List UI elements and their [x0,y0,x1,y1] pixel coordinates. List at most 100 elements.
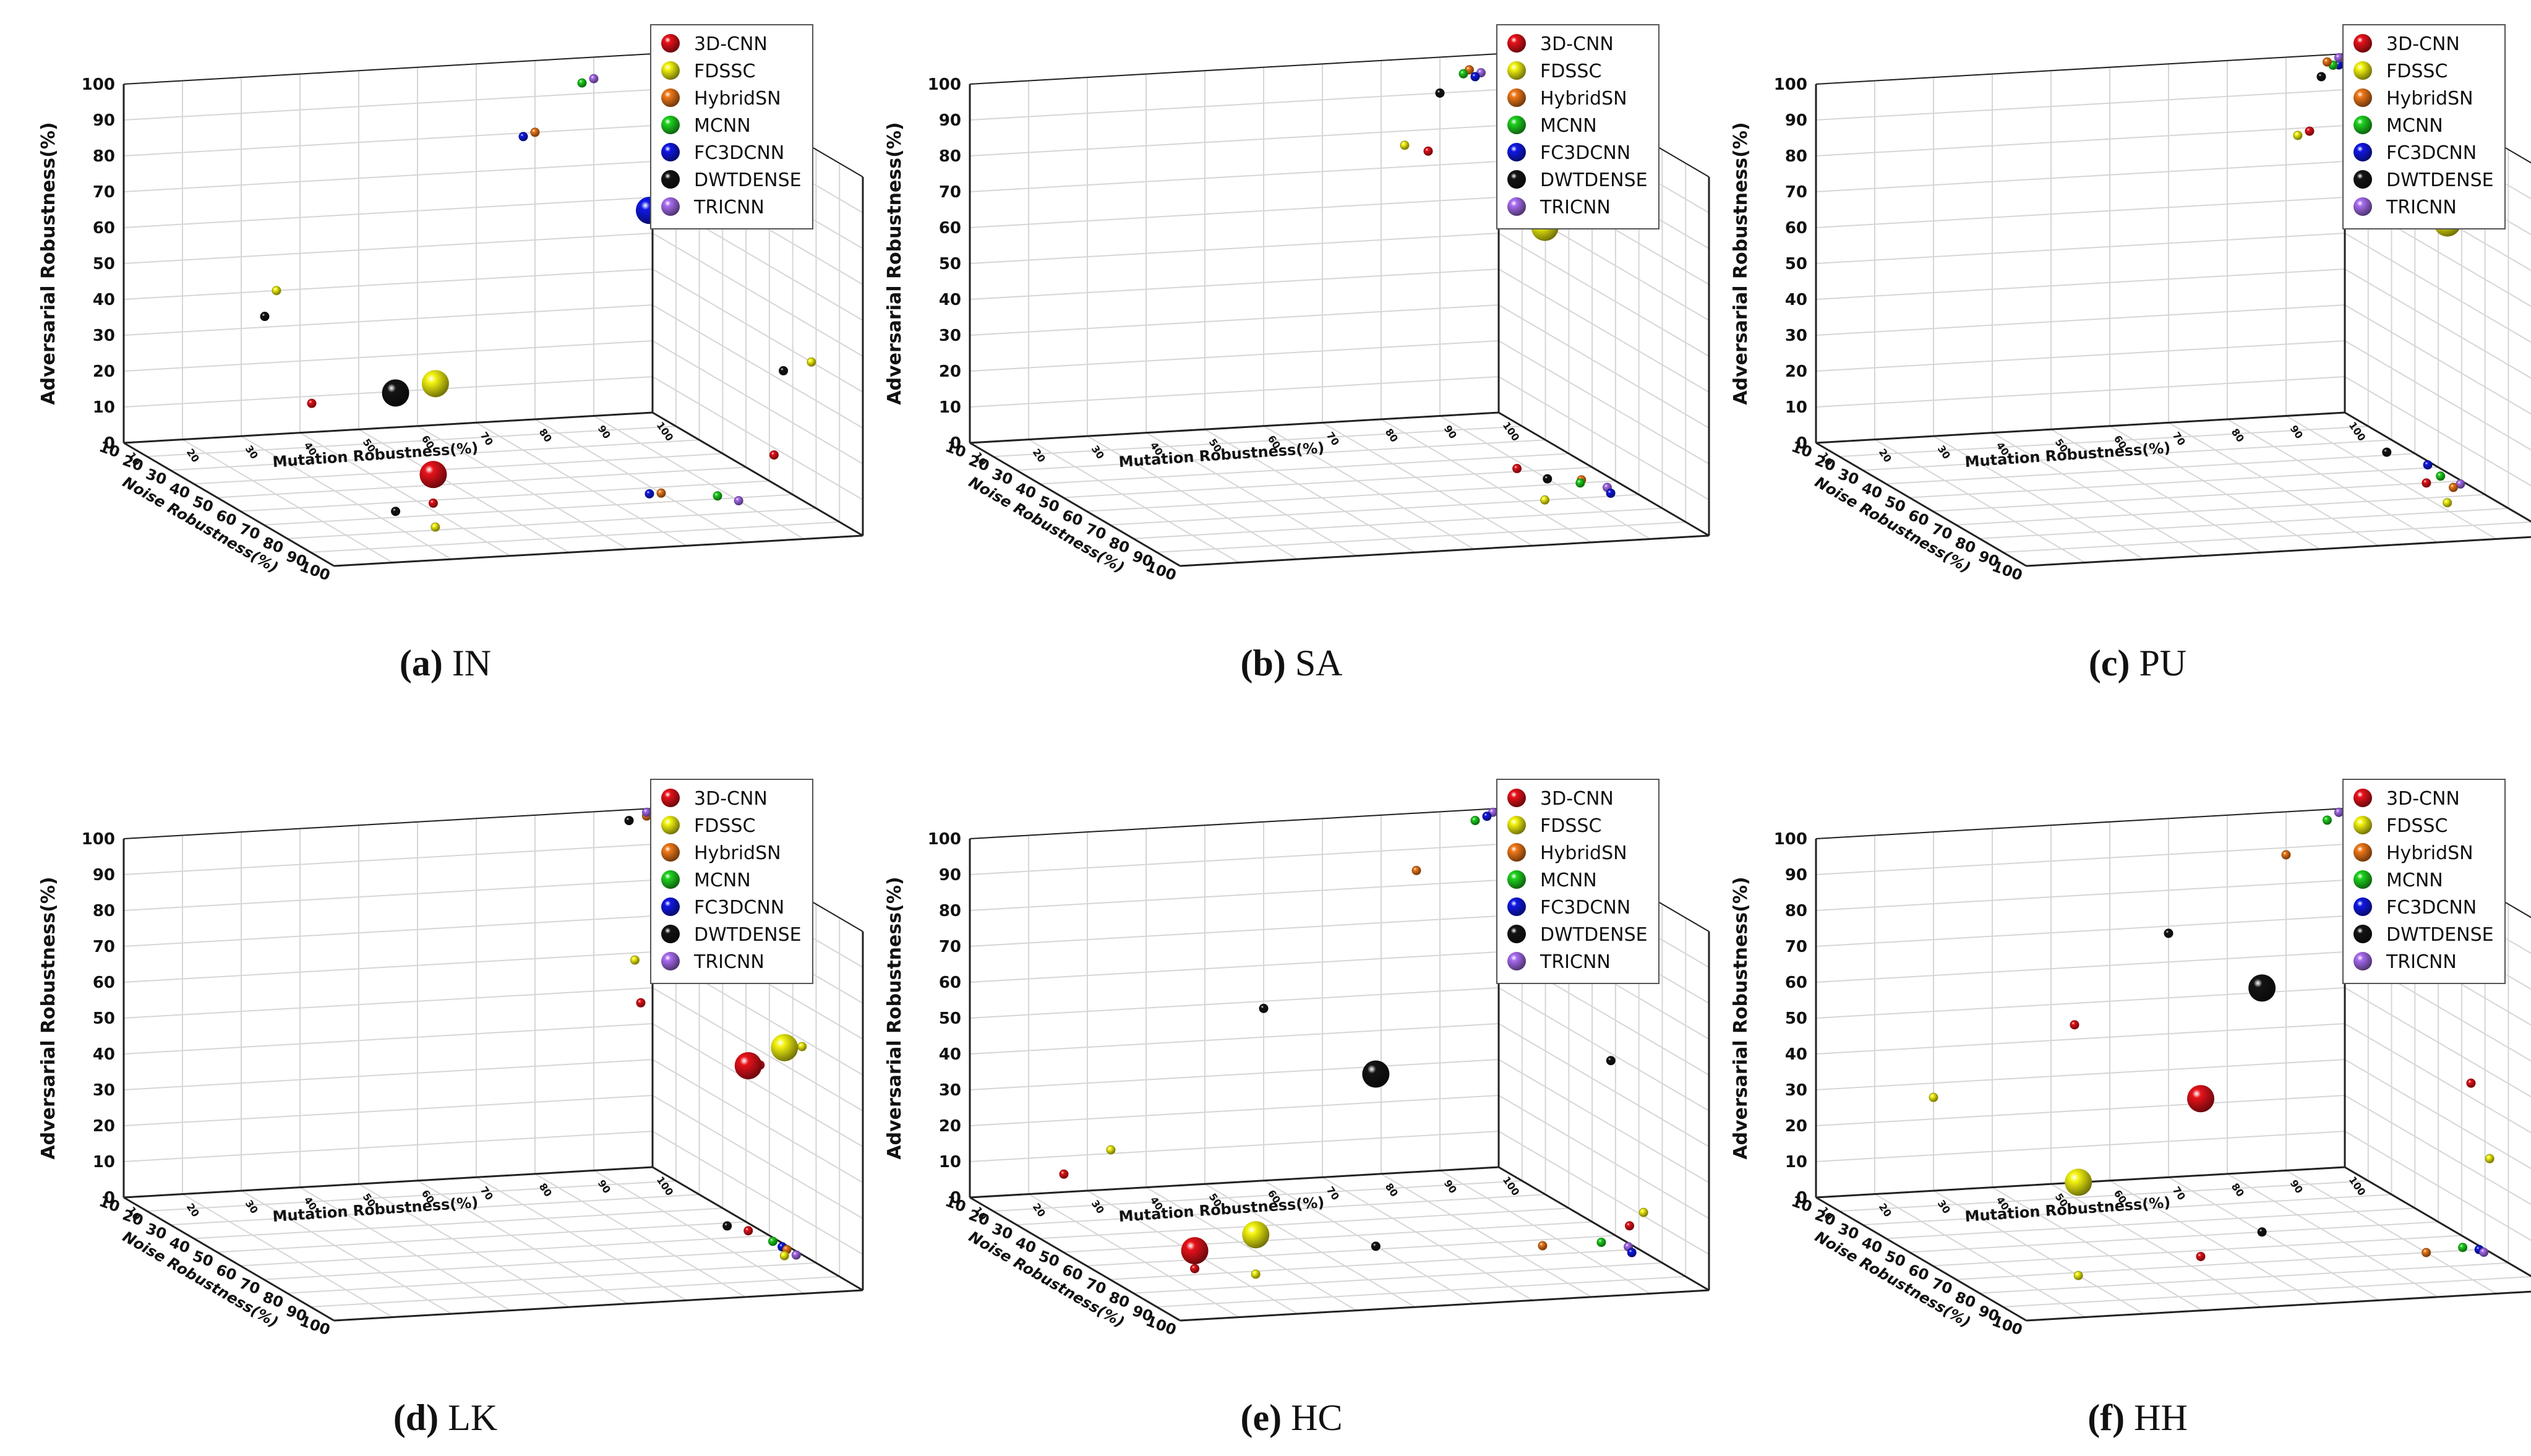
legend-label: TRICNN [1540,951,1611,973]
back-projection-mcnn [1470,816,1480,826]
gridline [1498,340,1710,465]
z-tick-label: 60 [939,219,961,238]
legend: 3D-CNN FDSSC HybridSN MCNN FC3DCNN DWTDENSE TR… [2342,779,2506,984]
y-axis-line [969,1196,1181,1322]
gridline [652,1095,863,1219]
back-projection-3d-cnn [2070,1020,2079,1030]
back-projection-hybridsn [2323,57,2332,67]
gridline [123,304,653,336]
floor-projection-hybridsn [1538,1241,1548,1251]
z-tick-label: 70 [93,183,115,202]
back-projection-3d-cnn [636,998,646,1008]
z-tick-label: 10 [939,1153,961,1171]
gridline [993,1180,1522,1212]
z-tick-label: 50 [1785,1009,1807,1028]
legend-label: TRICNN [1540,197,1611,218]
gridline [2050,1183,2262,1308]
legend-label: DWTDENSE [694,169,802,191]
gridline [2344,1023,2531,1134]
gridline [1040,1207,1569,1240]
z-tick-label: 100 [82,75,115,94]
gridline [1157,1275,1686,1308]
panel-caption: (a) IN [400,643,491,683]
gridline [1815,197,2345,228]
legend-label: FC3DCNN [694,142,784,164]
floor-projection-hybridsn [656,488,666,498]
y-tick-label: 10 [97,1193,122,1216]
gridline [1263,425,1475,550]
legend-marker-tricnn [1507,952,1526,970]
gridline [1992,432,2203,557]
legend-marker-dwtdense [1507,925,1526,943]
gridline [652,340,863,465]
axis-frame [2026,536,2531,567]
x-axis-line [1815,411,2345,444]
axis-frame [1180,534,1710,567]
gridline [1815,304,2345,336]
side-projection-fdssc [2485,1154,2495,1163]
gridline [358,1183,570,1308]
back-projection-fdssc [2293,131,2303,140]
back-projection-fc3dcnn [1470,72,1480,82]
z-tick-label: 60 [1785,219,1807,238]
back-projection-mcnn [2323,815,2332,825]
legend-label: FC3DCNN [1540,142,1630,164]
z-tick-label: 80 [939,902,961,920]
gridline [1932,1235,2462,1267]
gridline [1087,435,1298,560]
gridline [2344,1059,2531,1170]
gridline [652,987,863,1111]
gridline [1979,1262,2509,1294]
floor-projection-dwtdense [1543,474,1552,484]
z-tick-label: 10 [93,398,115,417]
floor-projection-fdssc [1540,495,1550,505]
gridline [299,432,511,557]
gridline [1992,1186,2203,1311]
gridline [1016,1194,1546,1226]
z-tick-label: 80 [939,147,961,166]
gridline [123,1023,653,1055]
floor-projection-3d-cnn [743,1226,753,1236]
gridline [1933,435,2144,560]
gridline [310,1275,840,1308]
floor-projection-tricnn [791,1250,801,1260]
z-axis-title: Adversarial Robustness(%) [884,122,906,405]
gridline [2168,1176,2379,1301]
floor-projection-mcnn [768,1236,777,1246]
floor-projection-tricnn [2479,1248,2489,1257]
gridline [1016,439,1546,471]
z-tick-label: 90 [93,866,115,884]
gridline [652,233,863,357]
floor-projection-fdssc [430,522,440,532]
gridline [147,1180,676,1212]
legend-label: FDSSC [694,61,755,82]
legend-marker-fdssc [1507,61,1526,80]
legend-label: FC3DCNN [694,897,784,919]
caption-name: PU [2130,643,2186,683]
gridline [241,435,452,560]
gridline [1063,466,1593,499]
z-axis-title: Adversarial Robustness(%) [38,122,59,405]
gridline [310,521,840,553]
legend-label: TRICNN [2386,197,2457,218]
z-axis-title: Adversarial Robustness(%) [1730,876,1752,1159]
gridline [969,1095,1499,1126]
axis-frame [1498,411,1710,537]
axis-frame [2344,411,2531,523]
z-tick-label: 10 [939,398,961,417]
floor-projection-dwtdense [2382,447,2392,457]
legend-marker-mcnn [661,116,680,134]
gridline [1815,340,2345,372]
floor-projection-fc3dcnn [1606,488,1616,498]
gridline [593,1170,805,1295]
gridline [123,1059,653,1090]
gridline [1146,432,1357,557]
z-tick-label: 50 [93,255,115,273]
legend: 3D-CNN FDSSC HybridSN MCNN FC3DCNN DWTDENSE TR… [1496,24,1659,229]
axis-frame [123,808,653,839]
z-tick-label: 80 [93,147,115,166]
z-tick-label: 20 [939,362,961,381]
legend-label: FDSSC [1540,815,1601,837]
legend-label: DWTDENSE [2386,924,2494,946]
